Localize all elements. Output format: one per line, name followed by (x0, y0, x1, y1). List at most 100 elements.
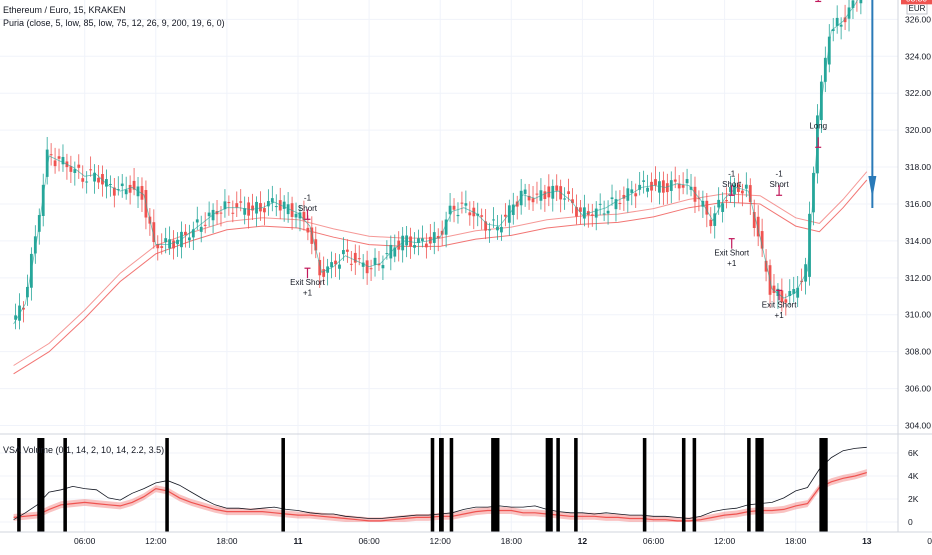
price-tick-label: 322.00 (905, 88, 931, 98)
volume-tick-label: 0 (908, 517, 913, 527)
time-tick-label: 18:00 (216, 536, 238, 546)
time-tick-label: 06:00 (74, 536, 96, 546)
candle-body (417, 238, 420, 244)
candle-body (160, 246, 164, 248)
signal-label: Exit Short (762, 300, 797, 309)
candle-body (748, 185, 752, 203)
close-line (13, 0, 858, 325)
candle-body (330, 262, 333, 268)
candle-body (835, 17, 839, 26)
candle-body (460, 202, 464, 204)
candle-body (606, 210, 610, 214)
volume-climax-bar (755, 438, 764, 532)
volume-climax-bar (449, 438, 454, 532)
candle-body (788, 290, 792, 296)
puria-indicator-legend[interactable]: Puria (close, 5, low, 85, low, 75, 12, 2… (3, 18, 225, 28)
time-tick-label: 12:00 (145, 536, 167, 546)
candle-body (342, 250, 345, 255)
candle-body (413, 245, 416, 248)
candle-body (760, 231, 764, 249)
candle-body (377, 263, 381, 266)
time-tick-label: 11 (294, 536, 303, 546)
price-tick-label: 316.00 (905, 199, 931, 209)
candle-body (89, 169, 93, 171)
candle-body (673, 179, 677, 182)
candle-body (693, 186, 697, 202)
volume-climax-bar (37, 438, 45, 532)
candle-body (132, 180, 136, 190)
candle-body (405, 235, 409, 246)
candle-body (191, 229, 195, 238)
vsa-indicator-legend[interactable]: VSA Volume (0.1, 14, 2, 10, 14, 2.2, 3.5… (3, 445, 165, 455)
candle-body (590, 214, 594, 216)
signal-label: +1 (727, 259, 737, 268)
candle-body (571, 199, 574, 204)
candle-body (41, 184, 45, 216)
candle-body (251, 205, 254, 211)
candle-body (381, 265, 385, 269)
candle-body (116, 189, 120, 191)
candle-body (579, 207, 582, 212)
volume-climax-bar (545, 438, 553, 532)
volume-climax-bar (574, 438, 578, 532)
candle-body (164, 238, 168, 243)
time-tick-label: 18:00 (501, 536, 523, 546)
candle-body (464, 203, 468, 206)
candle-body (575, 207, 578, 217)
candle-body (598, 203, 602, 205)
candle-body (302, 211, 306, 221)
candle-body (57, 156, 61, 159)
candle-body (725, 200, 728, 202)
volume-climax-bar (642, 438, 647, 532)
candle-body (709, 219, 713, 227)
candle-body (831, 29, 835, 32)
volume-climax-bar (430, 438, 435, 532)
candle-body (227, 202, 231, 204)
candle-body (634, 193, 638, 197)
candle-body (658, 181, 661, 193)
candle-body (421, 238, 424, 241)
candle-body (563, 198, 567, 200)
candle-body (646, 187, 649, 192)
symbol-legend[interactable]: Ethereum / Euro, 15, KRAKEN (3, 5, 126, 15)
volume-climax-bar (692, 438, 697, 532)
trend-arrow-head (868, 176, 877, 198)
signal-label: Short (770, 180, 790, 189)
candle-body (535, 193, 539, 195)
candle-body (176, 239, 179, 245)
signal-label: Exit Short (714, 249, 749, 258)
candle-body (369, 268, 373, 270)
price-pane (13, 0, 877, 375)
volume-climax-bar (556, 438, 560, 532)
time-tick-label: 12:00 (714, 536, 736, 546)
candle-body (318, 259, 322, 276)
candle-body (827, 36, 831, 65)
candle-body (266, 201, 270, 207)
candle-body (527, 195, 531, 201)
candle-body (199, 226, 203, 232)
candle-body (618, 202, 622, 204)
candle-body (152, 222, 156, 243)
candle-body (492, 219, 495, 221)
candle-body (792, 289, 796, 294)
candle-body (172, 240, 175, 249)
candle-body (823, 57, 827, 82)
volume-climax-bar (165, 438, 169, 532)
candle-body (85, 181, 89, 183)
candle-body (756, 216, 760, 237)
signal-marker: Exit Short +1 (762, 289, 797, 320)
candle-body (721, 203, 725, 212)
candle-body (484, 221, 488, 231)
candle-body (677, 183, 681, 189)
volume-climax-bar (747, 438, 751, 532)
signal-label: Short (722, 180, 742, 189)
candle-body (239, 201, 243, 203)
candle-body (681, 185, 685, 188)
vsa-volume-pane (13, 438, 867, 532)
signal-label: -1 (776, 169, 784, 178)
candle-body (259, 203, 262, 212)
candle-body (270, 198, 274, 203)
